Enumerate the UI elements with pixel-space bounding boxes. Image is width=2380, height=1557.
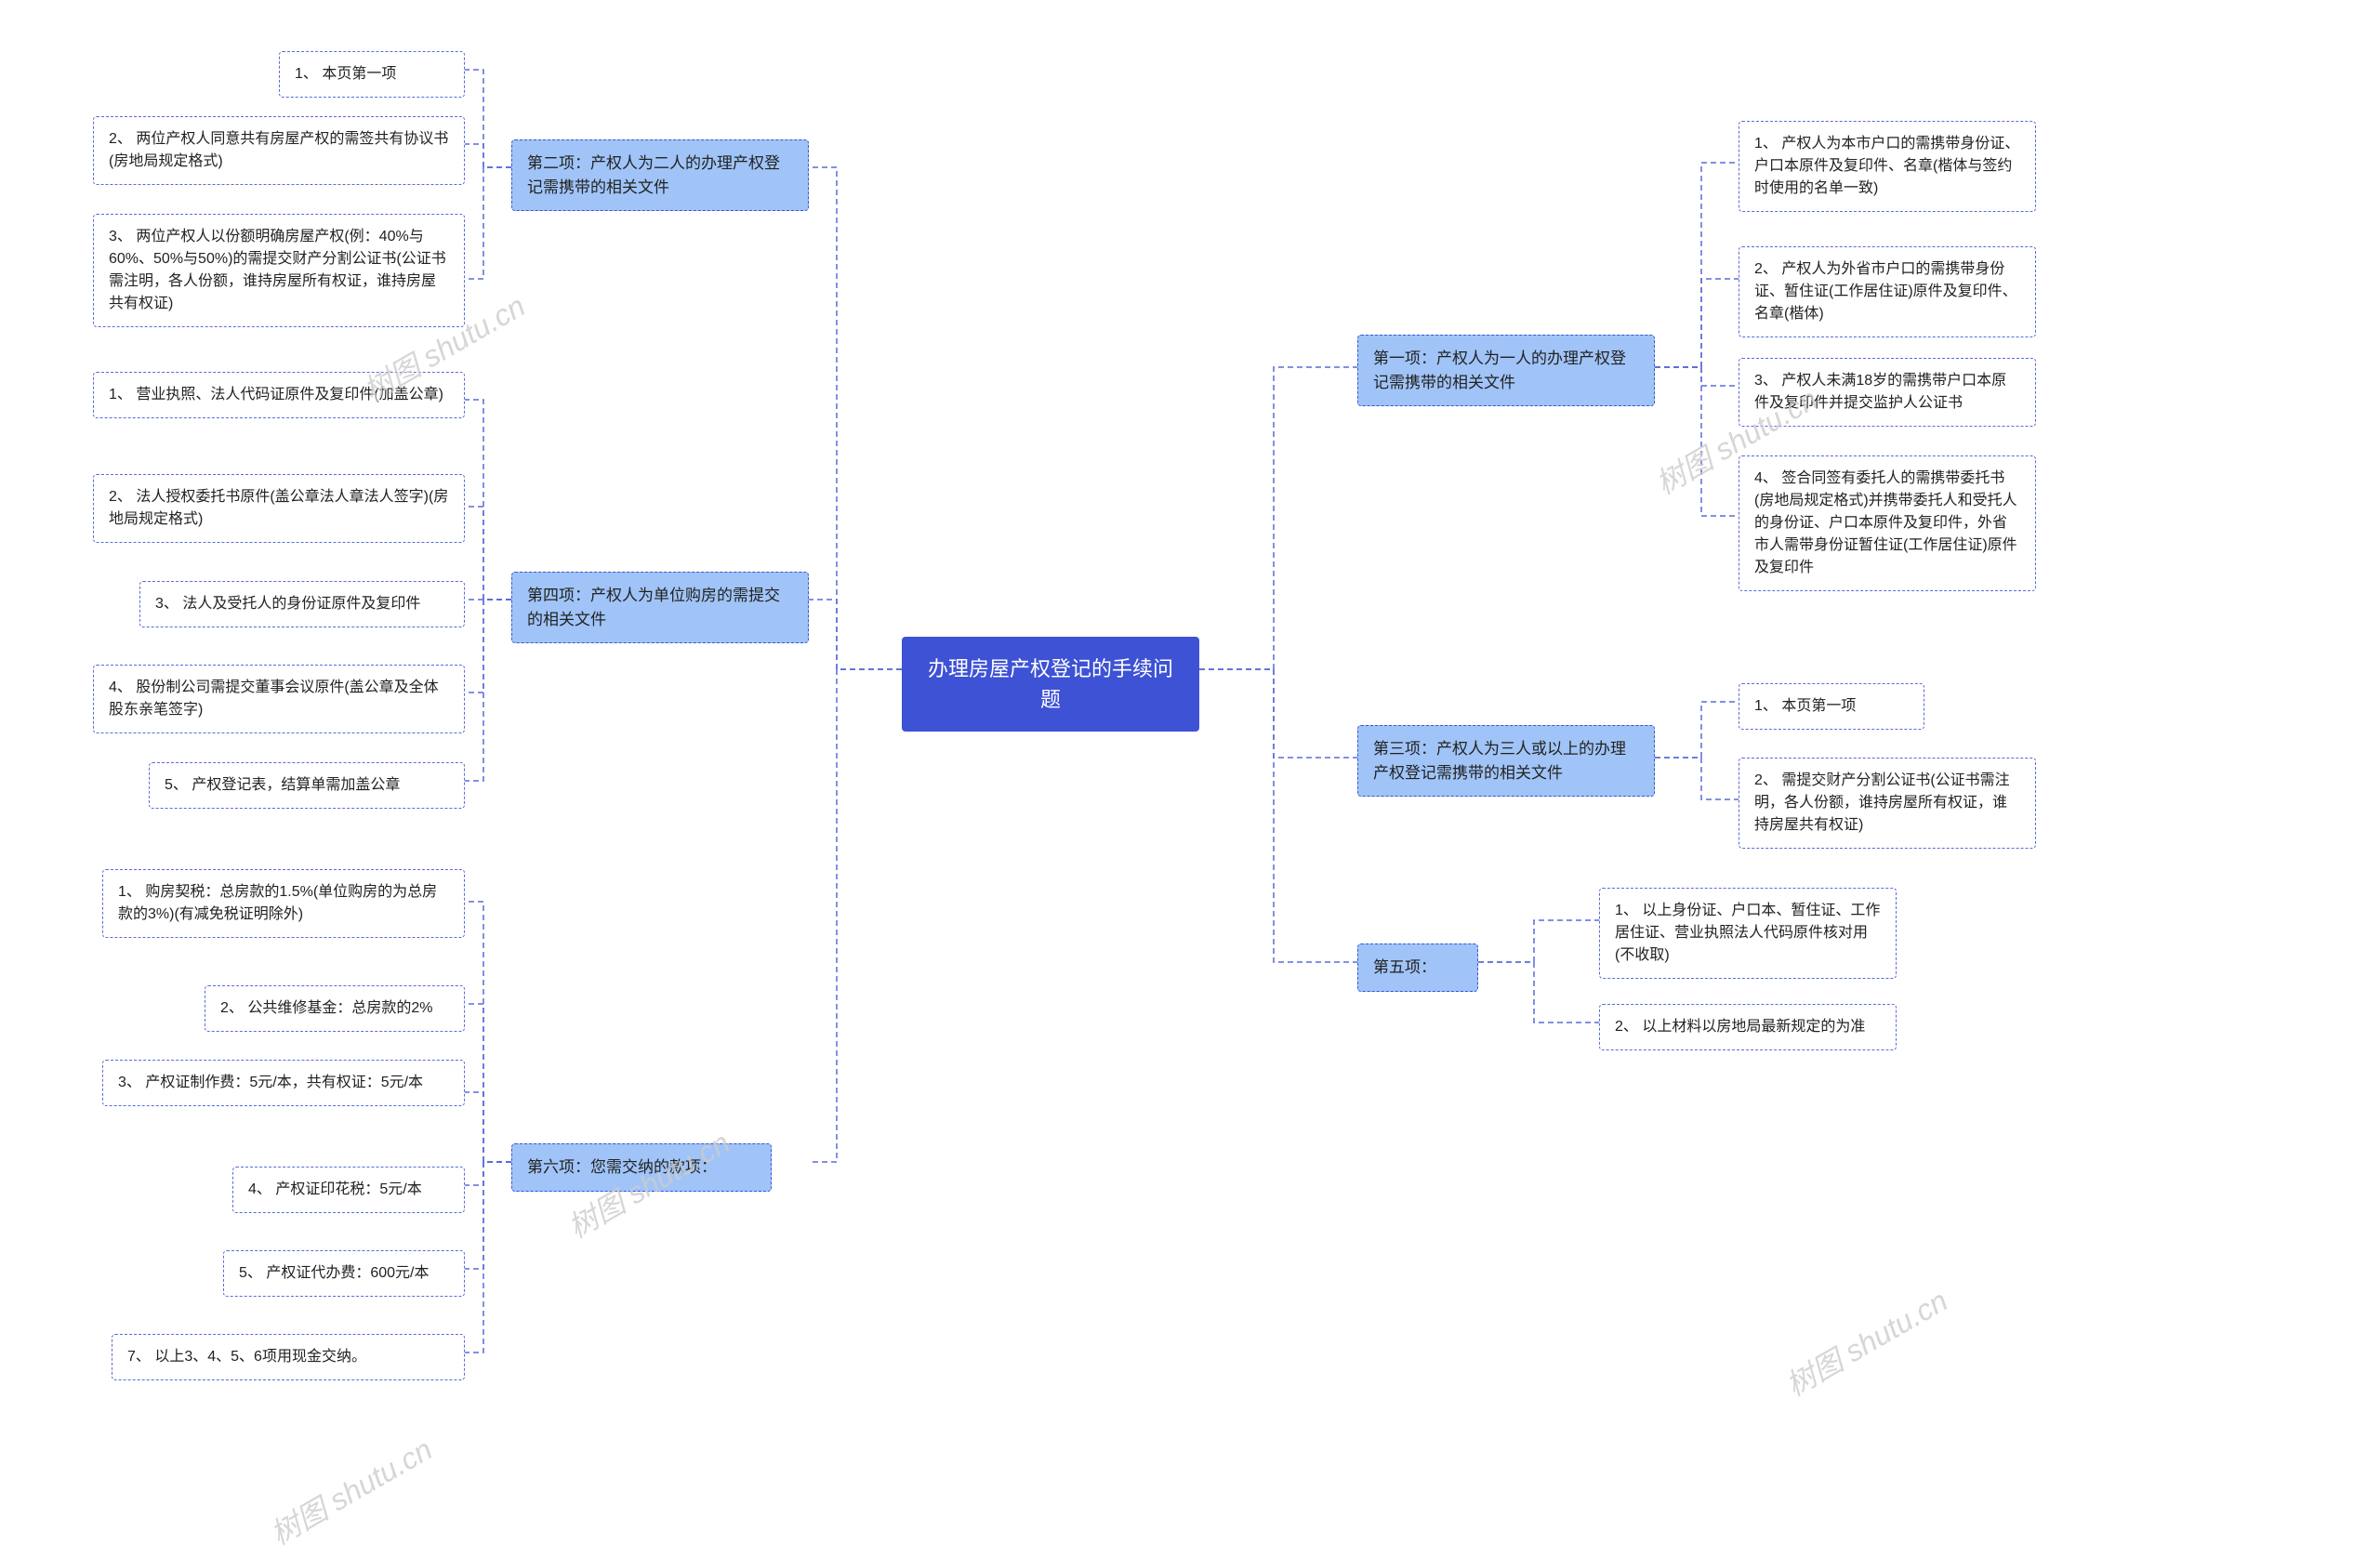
branch-item3-label: 第三项：产权人为三人或以上的办理产权登记需携带的相关文件 [1373,740,1626,782]
branch-item5: 第五项： [1357,943,1478,992]
leaf-item3-0: 1、 本页第一项 [1739,683,1924,730]
branch-item2: 第二项：产权人为二人的办理产权登记需携带的相关文件 [511,139,809,211]
leaf-item4-3-text: 4、 股份制公司需提交董事会议原件(盖公章及全体股东亲笔签字) [109,680,439,718]
branch-item3: 第三项：产权人为三人或以上的办理产权登记需携带的相关文件 [1357,725,1655,797]
leaf-item5-1: 2、 以上材料以房地局最新规定的为准 [1599,1004,1897,1050]
leaf-item1-0-text: 1、 产权人为本市户口的需携带身份证、户口本原件及复印件、名章(楷体与签约时使用… [1754,136,2019,196]
leaf-item6-5: 7、 以上3、4、5、6项用现金交纳。 [112,1334,465,1380]
leaf-item6-5-text: 7、 以上3、4、5、6项用现金交纳。 [127,1349,366,1365]
leaf-item6-2-text: 3、 产权证制作费：5元/本，共有权证：5元/本 [118,1075,423,1090]
leaf-item3-0-text: 1、 本页第一项 [1754,698,1856,714]
leaf-item6-3: 4、 产权证印花税：5元/本 [232,1167,465,1213]
leaf-item6-4-text: 5、 产权证代办费：600元/本 [239,1265,430,1281]
leaf-item6-3-text: 4、 产权证印花税：5元/本 [248,1181,422,1197]
leaf-item3-1-text: 2、 需提交财产分割公证书(公证书需注明，各人份额，谁持房屋所有权证，谁持房屋共… [1754,772,2010,833]
leaf-item1-0: 1、 产权人为本市户口的需携带身份证、户口本原件及复印件、名章(楷体与签约时使用… [1739,121,2036,212]
leaf-item2-2-text: 3、 两位产权人以份额明确房屋产权(例：40%与60%、50%与50%)的需提交… [109,229,446,311]
leaf-item5-1-text: 2、 以上材料以房地局最新规定的为准 [1615,1019,1865,1035]
leaf-item2-1: 2、 两位产权人同意共有房屋产权的需签共有协议书(房地局规定格式) [93,116,465,185]
leaf-item4-4-text: 5、 产权登记表，结算单需加盖公章 [165,777,400,793]
leaf-item4-1-text: 2、 法人授权委托书原件(盖公章法人章法人签字)(房地局规定格式) [109,489,448,527]
leaf-item1-1-text: 2、 产权人为外省市户口的需携带身份证、暂住证(工作居住证)原件及复印件、名章(… [1754,261,2017,322]
root-node: 办理房屋产权登记的手续问题 [902,637,1199,732]
leaf-item1-3: 4、 签合同签有委托人的需携带委托书(房地局规定格式)并携带委托人和受托人的身份… [1739,455,2036,591]
leaf-item6-1: 2、 公共维修基金：总房款的2% [205,985,465,1032]
watermark: 树图 shutu.cn [261,1427,439,1554]
leaf-item2-0-text: 1、 本页第一项 [295,66,396,82]
root-title: 办理房屋产权登记的手续问题 [928,657,1173,711]
branch-item5-label: 第五项： [1373,958,1436,976]
leaf-item4-2-text: 3、 法人及受托人的身份证原件及复印件 [155,596,420,612]
leaf-item1-3-text: 4、 签合同签有委托人的需携带委托书(房地局规定格式)并携带委托人和受托人的身份… [1754,470,2017,575]
leaf-item6-1-text: 2、 公共维修基金：总房款的2% [220,1000,432,1016]
leaf-item4-4: 5、 产权登记表，结算单需加盖公章 [149,762,465,809]
leaf-item5-0-text: 1、 以上身份证、户口本、暂住证、工作居住证、营业执照法人代码原件核对用(不收取… [1615,903,1880,963]
watermark: 树图 shutu.cn [1777,1278,1954,1405]
leaf-item5-0: 1、 以上身份证、户口本、暂住证、工作居住证、营业执照法人代码原件核对用(不收取… [1599,888,1897,979]
leaf-item6-0-text: 1、 购房契税：总房款的1.5%(单位购房的为总房款的3%)(有减免税证明除外) [118,884,437,922]
leaf-item6-2: 3、 产权证制作费：5元/本，共有权证：5元/本 [102,1060,465,1106]
leaf-item4-3: 4、 股份制公司需提交董事会议原件(盖公章及全体股东亲笔签字) [93,665,465,733]
leaf-item3-1: 2、 需提交财产分割公证书(公证书需注明，各人份额，谁持房屋所有权证，谁持房屋共… [1739,758,2036,849]
leaf-item6-4: 5、 产权证代办费：600元/本 [223,1250,465,1297]
leaf-item2-2: 3、 两位产权人以份额明确房屋产权(例：40%与60%、50%与50%)的需提交… [93,214,465,327]
leaf-item1-1: 2、 产权人为外省市户口的需携带身份证、暂住证(工作居住证)原件及复印件、名章(… [1739,246,2036,337]
branch-item4: 第四项：产权人为单位购房的需提交的相关文件 [511,572,809,643]
branch-item1: 第一项：产权人为一人的办理产权登记需携带的相关文件 [1357,335,1655,406]
branch-item1-label: 第一项：产权人为一人的办理产权登记需携带的相关文件 [1373,350,1626,391]
leaf-item2-0: 1、 本页第一项 [279,51,465,98]
leaf-item2-1-text: 2、 两位产权人同意共有房屋产权的需签共有协议书(房地局规定格式) [109,131,448,169]
branch-item2-label: 第二项：产权人为二人的办理产权登记需携带的相关文件 [527,154,780,196]
leaf-item4-1: 2、 法人授权委托书原件(盖公章法人章法人签字)(房地局规定格式) [93,474,465,543]
branch-item4-label: 第四项：产权人为单位购房的需提交的相关文件 [527,587,780,628]
leaf-item4-2: 3、 法人及受托人的身份证原件及复印件 [139,581,465,627]
leaf-item6-0: 1、 购房契税：总房款的1.5%(单位购房的为总房款的3%)(有减免税证明除外) [102,869,465,938]
